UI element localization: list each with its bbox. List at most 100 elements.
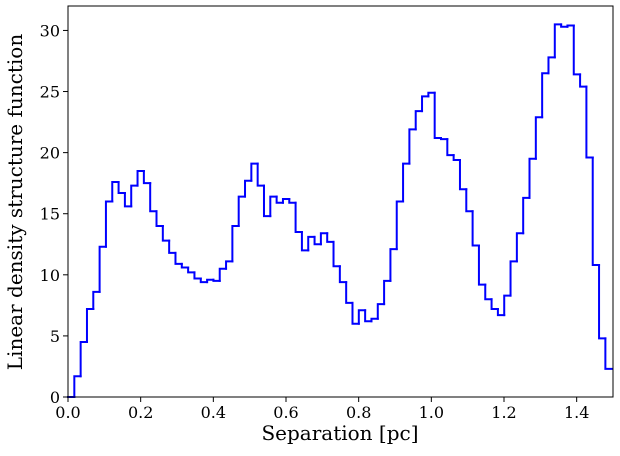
histogram-step <box>522 196 531 235</box>
histogram-step <box>547 56 556 75</box>
histogram-step <box>275 195 284 204</box>
x-tick-label: 0.8 <box>346 403 371 422</box>
histogram-step <box>477 244 487 286</box>
histogram-step <box>104 200 114 248</box>
histogram-step <box>439 136 449 141</box>
histogram-step <box>250 162 259 182</box>
histogram-step <box>351 301 360 325</box>
histogram-step <box>111 180 120 203</box>
histogram-step <box>313 235 322 246</box>
histogram-step <box>161 224 171 242</box>
y-tick-label: 30 <box>40 21 60 40</box>
histogram-step <box>591 156 601 267</box>
histogram-step <box>345 281 354 304</box>
histogram-step <box>515 232 525 263</box>
histogram-step <box>509 260 518 297</box>
y-tick-label: 5 <box>50 327 60 346</box>
histogram-step <box>357 309 367 325</box>
histogram-step <box>237 195 247 227</box>
histogram-step <box>294 201 303 234</box>
histogram-step <box>528 157 537 199</box>
y-tick-label: 20 <box>40 144 60 163</box>
histogram-step <box>206 278 215 284</box>
x-tick-label: 0.0 <box>55 403 80 422</box>
histogram-step <box>136 169 145 187</box>
histogram-step <box>212 278 221 282</box>
histogram-step <box>395 200 405 251</box>
histogram-step <box>433 91 442 139</box>
x-tick-label: 1.0 <box>419 403 444 422</box>
histogram-step <box>598 264 607 340</box>
histogram-step <box>332 240 341 268</box>
histogram-step <box>98 245 107 293</box>
histogram-step <box>187 266 196 274</box>
histogram-step <box>307 235 316 252</box>
histogram-step <box>193 271 202 280</box>
histogram-step <box>79 341 88 378</box>
histogram-step <box>560 23 569 28</box>
x-axis-label: Separation [pc] <box>261 421 418 445</box>
histogram-step <box>541 72 550 119</box>
histogram-step <box>370 317 379 323</box>
histogram-step <box>218 267 228 282</box>
histogram-step <box>585 85 594 159</box>
y-axis-label: Linear density structure function <box>3 34 27 371</box>
histogram-step <box>458 158 468 191</box>
x-tick-label: 0.6 <box>273 403 298 422</box>
y-tick-label: 0 <box>50 388 60 407</box>
histogram-step <box>92 290 101 311</box>
histogram-step <box>281 198 291 204</box>
y-tick-label: 25 <box>40 83 60 102</box>
histogram-step <box>579 73 588 88</box>
histogram-step <box>199 277 209 284</box>
histogram-step <box>364 309 373 323</box>
histogram-step <box>231 224 240 263</box>
histogram-step <box>402 162 411 203</box>
histogram-step <box>155 210 164 227</box>
histogram-step <box>490 298 499 311</box>
histogram-step <box>376 303 386 320</box>
histogram-step <box>225 260 234 270</box>
histogram-step <box>465 188 474 213</box>
histogram-step <box>149 182 158 213</box>
histogram-step <box>452 154 461 161</box>
x-tick-label: 0.4 <box>201 403 226 422</box>
histogram-step <box>471 210 480 247</box>
y-tick-label: 15 <box>40 205 60 224</box>
histogram-step <box>389 248 398 282</box>
histogram-step <box>421 95 430 113</box>
plot-frame <box>67 5 614 398</box>
histogram-step <box>503 294 512 317</box>
x-tick-label: 1.2 <box>491 403 516 422</box>
histogram-step <box>244 179 253 198</box>
histogram-step <box>427 91 436 98</box>
histogram-step <box>142 169 152 185</box>
histogram-step <box>117 180 126 194</box>
histogram-step <box>123 191 133 208</box>
histogram-step <box>338 265 348 284</box>
histogram-step <box>300 231 310 252</box>
histogram-step <box>262 184 272 218</box>
histogram-step <box>383 279 392 306</box>
histogram-step <box>174 251 183 265</box>
histogram-step <box>288 198 297 204</box>
histogram-step <box>553 23 563 59</box>
histogram-step <box>256 162 265 187</box>
histogram-step <box>408 128 417 165</box>
histogram-step <box>414 110 424 131</box>
histogram-step <box>130 184 139 208</box>
histogram-step <box>534 116 544 160</box>
histogram-step <box>85 308 95 344</box>
histogram-step <box>604 337 613 370</box>
x-tick-label: 1.4 <box>564 403 589 422</box>
y-tick-label: 10 <box>40 266 60 285</box>
histogram-step <box>572 24 582 76</box>
x-tick-label: 0.2 <box>128 403 153 422</box>
histogram-step <box>484 283 493 301</box>
histogram-step <box>496 308 506 317</box>
histogram-step <box>446 138 455 157</box>
histogram-step <box>180 262 190 269</box>
histogram-step <box>73 375 82 398</box>
histogram-step <box>326 232 335 243</box>
